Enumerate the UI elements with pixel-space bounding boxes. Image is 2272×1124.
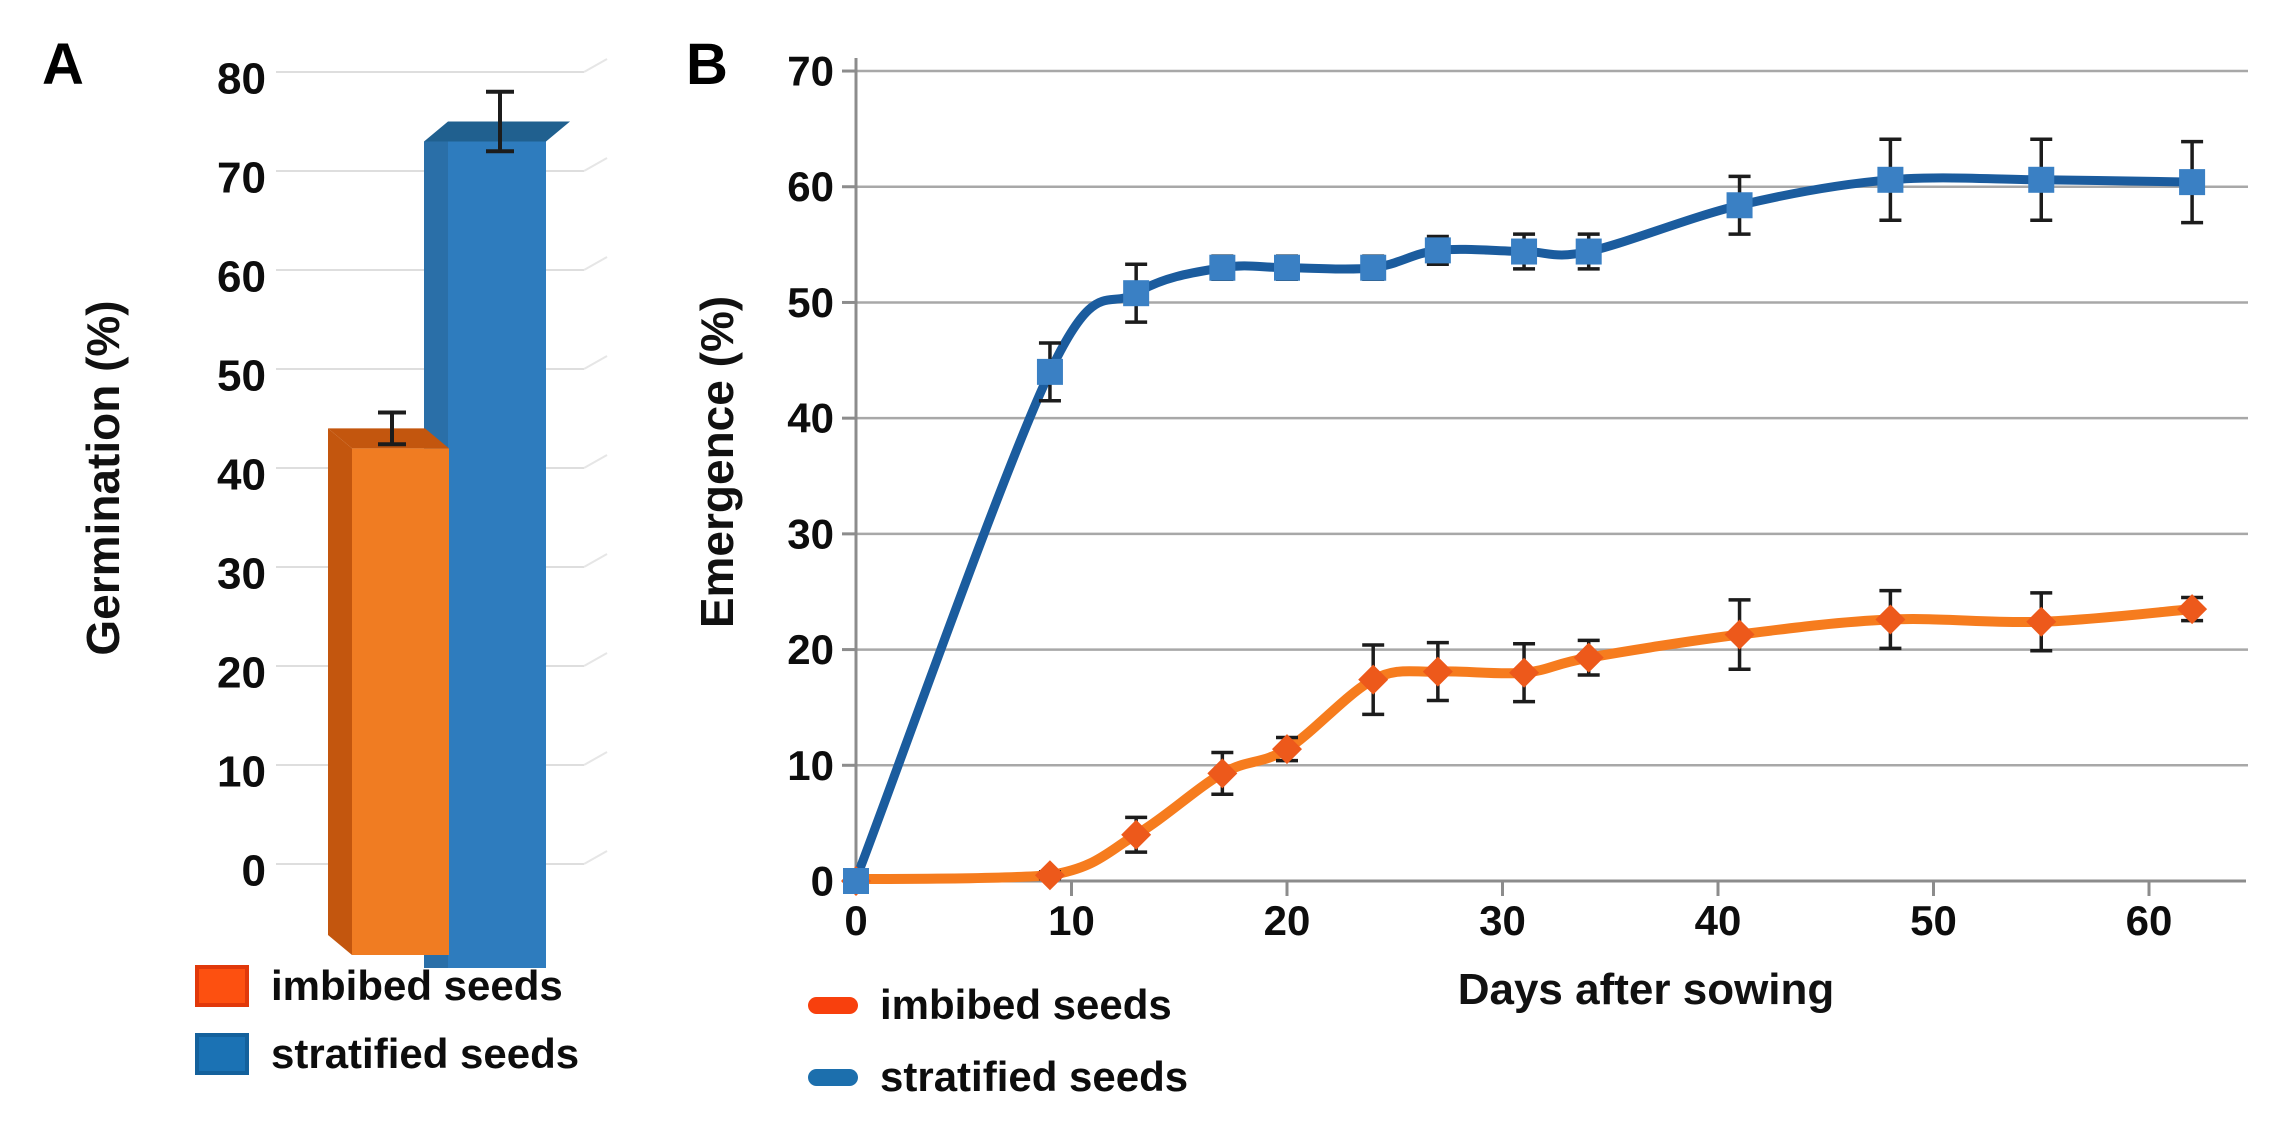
legend-label: imbibed seeds [271, 962, 563, 1009]
legend-item: stratified seeds [195, 1030, 579, 1078]
panel-b-gridlines [856, 69, 2248, 767]
svg-text:50: 50 [787, 279, 834, 326]
imbibed-seeds-line-swatch [808, 996, 858, 1014]
legend-label: stratified seeds [271, 1030, 580, 1077]
svg-text:20: 20 [217, 649, 266, 698]
panel-b-letter: B [686, 32, 728, 97]
svg-text:60: 60 [217, 253, 266, 302]
imbibed-seeds-swatch [195, 965, 249, 1007]
svg-text:10: 10 [1048, 897, 1095, 944]
panel-a-letter: A [42, 32, 84, 97]
svg-text:10: 10 [787, 742, 834, 789]
svg-text:70: 70 [787, 48, 834, 95]
svg-text:40: 40 [217, 451, 266, 500]
svg-text:50: 50 [1910, 897, 1957, 944]
svg-text:60: 60 [2126, 897, 2173, 944]
svg-text:0: 0 [844, 897, 867, 944]
panel-a-tick-labels: 0 10 20 30 40 50 60 70 80 [217, 55, 266, 896]
series-markers-imbibed-seeds [841, 594, 2208, 896]
panel-a-bar-imbibed [328, 428, 449, 955]
legend-label: stratified seeds [880, 1053, 1189, 1100]
series-line-stratified-seeds [851, 173, 2197, 884]
svg-text:60: 60 [787, 163, 834, 210]
panel-a-y-axis-title: Germination (%) [77, 300, 129, 656]
svg-text:40: 40 [787, 395, 834, 442]
legend-item: imbibed seeds [195, 962, 563, 1010]
svg-text:40: 40 [1695, 897, 1742, 944]
stratified-seeds-line-swatch [808, 1068, 858, 1086]
panel-b-axes [842, 58, 2246, 896]
legend-label: imbibed seeds [880, 981, 1172, 1028]
panel-b-tick-labels: 0 10 20 30 40 50 60 70 0 10 20 30 40 50 60 [787, 48, 2172, 944]
panel-a-error-bars [378, 89, 514, 447]
svg-text:30: 30 [787, 510, 834, 557]
svg-text:0: 0 [811, 858, 834, 905]
panel-b-y-axis-title: Emergence (%) [691, 295, 743, 629]
stratified-seeds-swatch [195, 1033, 249, 1075]
svg-text:50: 50 [217, 352, 266, 401]
svg-text:10: 10 [217, 748, 266, 797]
svg-text:80: 80 [217, 55, 266, 104]
legend-item: stratified seeds [808, 1053, 1188, 1101]
panel-b-x-axis-title: Days after sowing [1457, 965, 1835, 1014]
svg-text:30: 30 [217, 550, 266, 599]
legend-item: imbibed seeds [808, 981, 1172, 1029]
svg-text:20: 20 [787, 626, 834, 673]
svg-text:20: 20 [1264, 897, 1311, 944]
svg-text:70: 70 [217, 154, 266, 203]
svg-text:30: 30 [1479, 897, 1526, 944]
svg-text:0: 0 [242, 847, 266, 896]
series-errors-imbibed-seeds [1038, 588, 2204, 881]
series-markers-stratified-seeds [843, 166, 2206, 894]
